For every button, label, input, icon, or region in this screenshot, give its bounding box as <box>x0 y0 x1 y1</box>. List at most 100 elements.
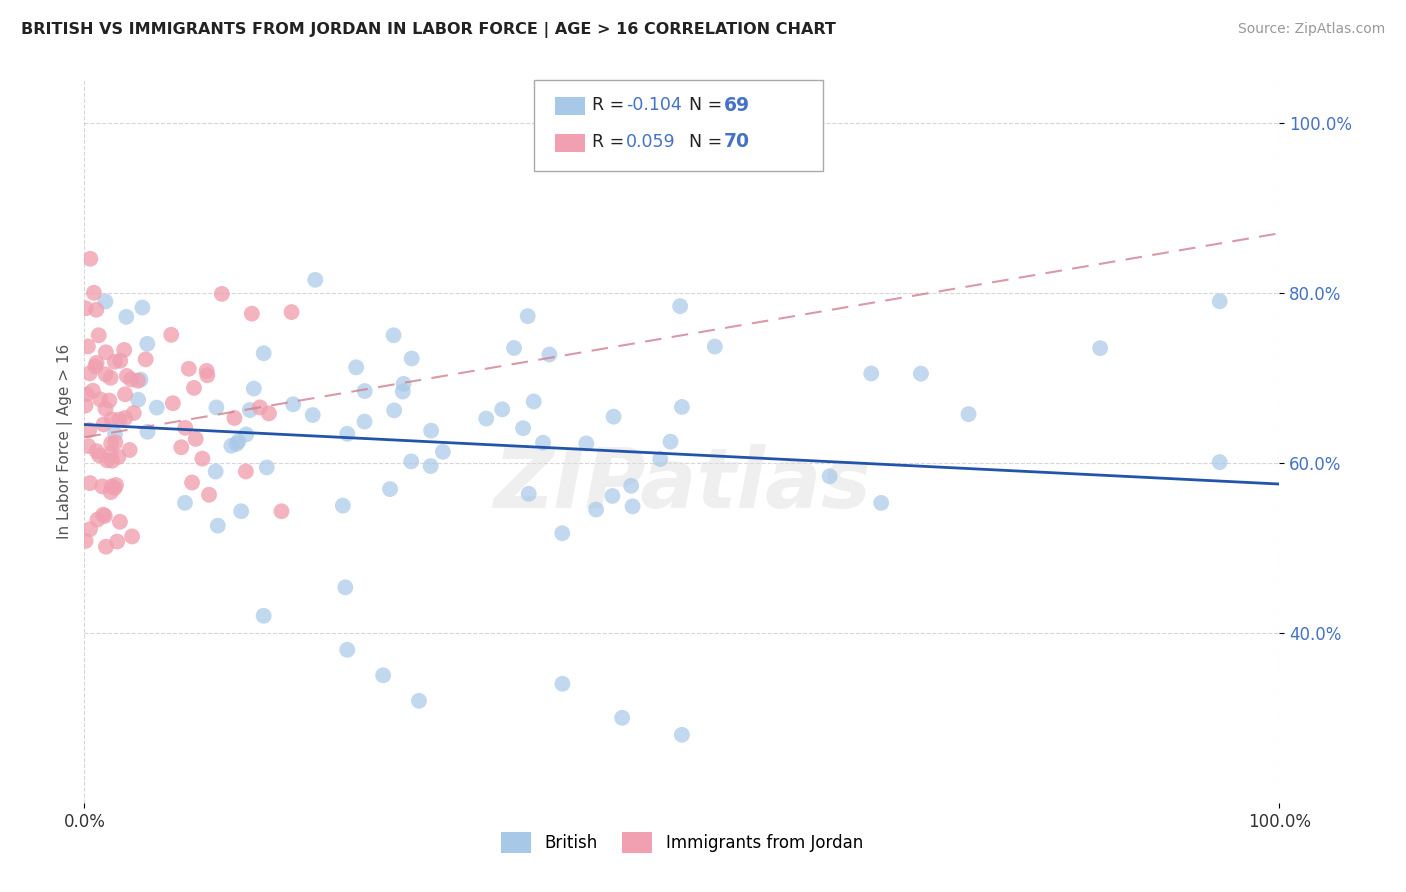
Immigrants from Jordan <box>75 533 97 548</box>
Immigrants from Jordan <box>93 417 115 432</box>
British <box>94 294 117 309</box>
British <box>301 408 323 422</box>
Immigrants from Jordan <box>135 352 157 367</box>
British <box>503 341 526 355</box>
British <box>516 309 538 323</box>
Immigrants from Jordan <box>104 435 127 450</box>
Immigrants from Jordan <box>211 286 233 301</box>
Immigrants from Jordan <box>94 540 117 554</box>
British <box>659 434 682 449</box>
British <box>671 400 693 414</box>
Immigrants from Jordan <box>112 343 135 357</box>
Immigrants from Jordan <box>177 361 200 376</box>
British <box>239 403 262 417</box>
Immigrants from Jordan <box>198 488 221 502</box>
British <box>136 336 159 351</box>
British <box>818 469 841 483</box>
British <box>401 351 423 366</box>
British <box>671 728 693 742</box>
British <box>253 608 276 623</box>
British <box>336 642 359 657</box>
Immigrants from Jordan <box>79 522 101 536</box>
British <box>475 411 498 425</box>
Immigrants from Jordan <box>79 367 101 381</box>
British <box>870 496 893 510</box>
Y-axis label: In Labor Force | Age > 16: In Labor Force | Age > 16 <box>58 344 73 539</box>
British <box>551 677 574 691</box>
Immigrants from Jordan <box>100 485 122 500</box>
Immigrants from Jordan <box>122 406 145 420</box>
Immigrants from Jordan <box>86 512 108 526</box>
Text: N =: N = <box>689 133 728 151</box>
Text: ZIPatlas: ZIPatlas <box>494 444 870 525</box>
British <box>344 360 367 375</box>
Immigrants from Jordan <box>100 436 122 450</box>
British <box>136 425 159 439</box>
British <box>910 367 932 381</box>
British <box>129 373 152 387</box>
British <box>512 421 534 435</box>
Immigrants from Jordan <box>108 515 131 529</box>
British <box>1209 455 1232 469</box>
Immigrants from Jordan <box>181 475 204 490</box>
British <box>408 694 430 708</box>
Immigrants from Jordan <box>121 529 143 543</box>
Immigrants from Jordan <box>280 305 302 319</box>
British <box>602 409 624 424</box>
British <box>304 273 326 287</box>
British <box>382 328 405 343</box>
British <box>575 436 598 450</box>
Immigrants from Jordan <box>94 401 117 416</box>
Immigrants from Jordan <box>83 285 105 300</box>
Immigrants from Jordan <box>184 432 207 446</box>
British <box>243 382 266 396</box>
British <box>650 452 672 467</box>
Immigrants from Jordan <box>104 355 127 369</box>
British <box>131 301 153 315</box>
British <box>1090 341 1112 355</box>
Immigrants from Jordan <box>174 421 197 435</box>
British <box>146 401 169 415</box>
British <box>432 444 454 458</box>
British <box>612 711 634 725</box>
Text: R =: R = <box>592 133 630 151</box>
Text: 70: 70 <box>724 132 749 152</box>
British <box>336 426 359 441</box>
Immigrants from Jordan <box>120 372 142 386</box>
Immigrants from Jordan <box>115 368 138 383</box>
Immigrants from Jordan <box>105 534 128 549</box>
Immigrants from Jordan <box>94 368 117 382</box>
British <box>228 434 250 449</box>
Immigrants from Jordan <box>191 451 214 466</box>
Immigrants from Jordan <box>91 479 114 493</box>
Immigrants from Jordan <box>257 406 280 420</box>
Immigrants from Jordan <box>195 364 218 378</box>
British <box>517 487 540 501</box>
Immigrants from Jordan <box>75 301 97 316</box>
Immigrants from Jordan <box>104 481 127 495</box>
British <box>621 500 644 514</box>
Immigrants from Jordan <box>114 411 136 425</box>
British <box>551 526 574 541</box>
British <box>353 384 375 398</box>
Immigrants from Jordan <box>91 508 114 522</box>
British <box>602 489 624 503</box>
Immigrants from Jordan <box>240 307 263 321</box>
British <box>620 479 643 493</box>
British <box>669 299 692 313</box>
Immigrants from Jordan <box>100 371 122 385</box>
British <box>491 402 513 417</box>
Immigrants from Jordan <box>100 412 122 426</box>
Immigrants from Jordan <box>77 423 100 437</box>
British <box>115 310 138 324</box>
Immigrants from Jordan <box>84 359 107 374</box>
Immigrants from Jordan <box>127 374 149 388</box>
Legend: British, Immigrants from Jordan: British, Immigrants from Jordan <box>494 826 870 860</box>
Text: N =: N = <box>689 96 728 114</box>
Text: R =: R = <box>592 96 630 114</box>
British <box>392 376 415 391</box>
Immigrants from Jordan <box>183 381 205 395</box>
Text: -0.104: -0.104 <box>626 96 682 114</box>
British <box>860 367 883 381</box>
British <box>104 427 127 442</box>
